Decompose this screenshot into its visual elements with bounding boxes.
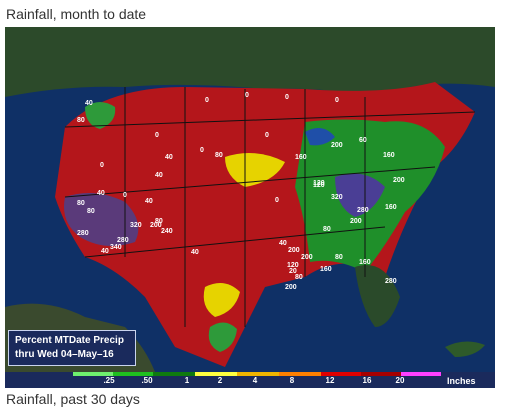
map-label: 0 (123, 192, 127, 199)
map-label: 0 (335, 97, 339, 104)
map-label: 200 (150, 222, 162, 229)
scale-swatch-025 (73, 372, 113, 376)
scale-unit-label: Inches (447, 376, 476, 386)
map-label: 0 (275, 197, 279, 204)
map-label: 120 (313, 180, 325, 187)
map-label: 160 (383, 152, 395, 159)
color-scale-bar: .25 .50 1 2 4 8 12 16 20 Inches (5, 372, 495, 388)
map-label: 80 (155, 218, 163, 225)
map-label: 0 (265, 132, 269, 139)
map-label: 0 (205, 97, 209, 104)
great-lakes (305, 128, 335, 146)
map-label: 280 (385, 278, 397, 285)
legend-title: Percent MTDate Precip (15, 335, 124, 346)
map-label: 280 (117, 237, 129, 244)
map-label: 160 (359, 259, 371, 266)
map-label: 160 (385, 204, 397, 211)
scale-swatch-050 (113, 372, 153, 376)
scale-swatch-12 (321, 372, 361, 376)
map-label: 60 (359, 137, 367, 144)
map-label: 240 (161, 228, 173, 235)
map-label: 280 (357, 207, 369, 214)
map-label: 320 (331, 194, 343, 201)
scale-swatch-20 (401, 372, 441, 376)
map-label: 200 (288, 247, 300, 254)
map-label: 200 (285, 284, 297, 291)
map-label: 200 (301, 254, 313, 261)
scale-swatch-2 (195, 372, 237, 376)
map-label: 40 (85, 100, 93, 107)
map-label: 280 (77, 230, 89, 237)
map-label: 40 (191, 249, 199, 256)
scale-tick-16: 16 (362, 376, 372, 385)
map-label: 40 (155, 172, 163, 179)
map-label: 40 (279, 240, 287, 247)
map-label: 0 (245, 92, 249, 99)
rainfall-map: 40 80 0 0 0 0 0 0 0 0 80 40 40 80 80 0 4… (5, 27, 495, 372)
map-label: 320 (130, 222, 142, 229)
scale-swatch-8 (279, 372, 321, 376)
map-label: 160 (295, 154, 307, 161)
map-label: 80 (77, 117, 85, 124)
map-label: 0 (100, 162, 104, 169)
scale-tick-20: 20 (395, 376, 405, 385)
map-label: 0 (200, 147, 204, 154)
scale-tick-4: 4 (252, 376, 258, 385)
map-caption-bottom: Rainfall, past 30 days (6, 391, 140, 407)
scale-swatch-16 (361, 372, 401, 376)
northwest-wet-zone (85, 102, 116, 129)
florida (355, 265, 400, 327)
west-purple-zone (64, 193, 139, 246)
map-label: 20 (289, 268, 297, 275)
scale-swatch-4 (237, 372, 279, 376)
scale-tick-8: 8 (289, 376, 295, 385)
map-caption-top: Rainfall, month to date (6, 6, 147, 22)
map-label: 0 (155, 132, 159, 139)
map-label: 200 (350, 218, 362, 225)
map-label: 340 (110, 244, 122, 251)
map-label: 120 (287, 262, 299, 269)
map-value-labels: 40 80 0 0 0 0 0 0 0 0 80 40 40 80 80 0 4… (77, 92, 405, 291)
state-borders (64, 87, 476, 327)
texas-yellow-zone (203, 283, 240, 317)
caribbean-island (445, 341, 485, 357)
map-canvas: 40 80 0 0 0 0 0 0 0 0 80 40 40 80 80 0 4… (5, 27, 495, 372)
map-label: 40 (165, 154, 173, 161)
legend-date: thru Wed 04–May–16 (15, 349, 114, 360)
map-label: 40 (101, 248, 109, 255)
south-texas-wet-zone (208, 322, 237, 352)
scale-tick-025: .25 (103, 376, 115, 385)
map-label: 80 (335, 254, 343, 261)
map-legend-box: Percent MTDate Precip thru Wed 04–May–16 (8, 330, 136, 366)
map-label: 40 (97, 190, 105, 197)
map-label: 80 (77, 200, 85, 207)
map-label: 0 (285, 94, 289, 101)
scale-tick-2: 2 (217, 376, 223, 385)
map-label: 200 (393, 177, 405, 184)
scale-tick-12: 12 (325, 376, 335, 385)
map-label: 200 (331, 142, 343, 149)
map-label: 120 (313, 182, 325, 189)
map-label: 160 (320, 266, 332, 273)
plains-yellow-zone (225, 153, 285, 187)
map-label: 80 (323, 226, 331, 233)
midsouth-purple-zone (335, 173, 385, 217)
map-label: 80 (295, 274, 303, 281)
scale-tick-050: .50 (141, 376, 153, 385)
map-label: 80 (215, 152, 223, 159)
scale-swatch-1 (153, 372, 195, 376)
scale-tick-1: 1 (184, 376, 190, 385)
map-label: 80 (87, 208, 95, 215)
canada-terrain (5, 27, 495, 97)
map-label: 40 (145, 198, 153, 205)
